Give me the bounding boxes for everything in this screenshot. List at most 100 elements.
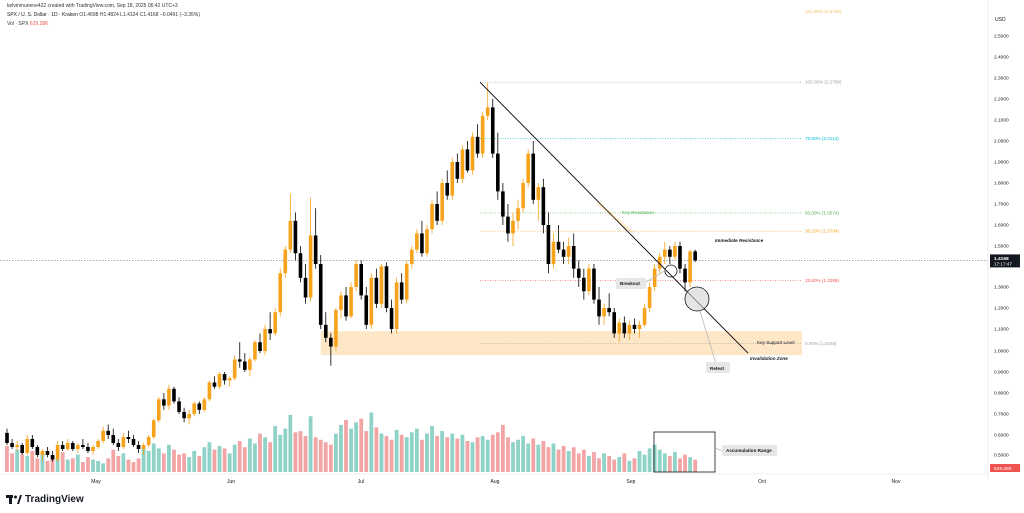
candle-body [592, 268, 596, 300]
price-tick-label: 2.3000 [994, 76, 1009, 82]
volume-bar [602, 453, 606, 472]
candle-body [652, 268, 657, 287]
tradingview-brand[interactable]: TradingView [6, 494, 84, 505]
volume-bar [30, 450, 35, 472]
volume-bar [541, 441, 546, 472]
candle-body [683, 268, 687, 283]
volume-bar [592, 452, 596, 472]
volume-bar [546, 447, 551, 472]
candle-body [576, 268, 581, 278]
volume-bar [526, 443, 531, 472]
volume-bar [435, 436, 439, 472]
volume-bar [566, 450, 571, 472]
candle-body [536, 187, 541, 200]
time-tick-label: Aug [491, 479, 500, 485]
price-tick-label: 1.3000 [994, 285, 1009, 291]
volume-bar [384, 436, 389, 472]
fib-level-label: 23.60% (1.3286) [805, 278, 839, 283]
volume-bar [364, 431, 369, 472]
candle-body [10, 443, 14, 447]
candle-body [561, 249, 566, 257]
price-tick-label: 1.1000 [994, 327, 1009, 333]
accumulation-box [653, 431, 716, 473]
volume-bar [207, 442, 212, 472]
volume-bar [460, 434, 465, 472]
descending-resistance-label: Descending Resistance [596, 201, 635, 235]
tradingview-logo-icon [6, 495, 22, 504]
candle-body [50, 455, 55, 460]
candle-body [551, 241, 556, 264]
candle-body [111, 435, 116, 443]
price-tick-label: 1.2000 [994, 306, 1009, 312]
volume-bar [177, 454, 181, 472]
volume-bar [212, 449, 217, 472]
candle-body [379, 266, 384, 304]
time-tick-label: Oct [758, 479, 766, 485]
candle-body [374, 277, 379, 304]
volume-bar [182, 453, 186, 472]
volume-bar [232, 444, 237, 472]
change-value: −0.0491 (−3.35%) [159, 12, 200, 18]
volume-bar [450, 433, 455, 472]
price-tick-label: 0.6000 [994, 433, 1009, 439]
price-tick-label: 1.9000 [994, 160, 1009, 166]
candle-body [248, 359, 252, 370]
retest-marker [684, 286, 710, 312]
price-tick-label: 2.0000 [994, 139, 1009, 145]
candle-body [622, 322, 627, 334]
candle-body [339, 295, 343, 311]
volume-bar [394, 429, 399, 472]
volume-bar [121, 453, 126, 472]
key-support-zone [320, 331, 802, 356]
candle-body [399, 282, 404, 300]
header-ohlc: SPX / U. S. Dollar · 1D · Kraken O1.4698… [7, 12, 200, 18]
candle-body [470, 136, 475, 171]
volume-bar [192, 450, 197, 472]
open-value: O1.4698 [79, 12, 99, 18]
candle-body [490, 107, 495, 154]
volume-bar [20, 454, 25, 472]
time-axis: May Jun Jul Aug Sep Oct Nov [0, 473, 988, 485]
candle-body [384, 266, 389, 308]
price-tick-label: 1.5000 [994, 244, 1009, 250]
volume-value: 629.28K [29, 21, 49, 27]
candle-body [30, 439, 35, 447]
candle-body [177, 401, 181, 412]
retest-callout [706, 362, 730, 373]
volume-bar [45, 460, 50, 472]
volume-bar [116, 455, 121, 472]
brand-name: TradingView [25, 494, 84, 505]
close-value: C1.4168 [139, 12, 159, 18]
candle-body [146, 437, 151, 445]
volume-bar [480, 436, 485, 472]
volume-bar [500, 424, 505, 472]
time-tick-label: Sep [627, 479, 636, 485]
candle-body [323, 324, 328, 338]
volume-bar [425, 433, 429, 472]
header-volume: Vol · SPX 629.28K [7, 21, 48, 27]
candle-body [303, 277, 308, 298]
volume-bar [404, 437, 409, 472]
volume-bar [273, 426, 278, 472]
volume-bar [293, 432, 298, 472]
candle-body [151, 420, 156, 437]
breakout-marker [664, 264, 678, 278]
volume-bar [389, 439, 394, 472]
volume-badge-value: 629.28K [994, 466, 1013, 472]
last-price-countdown: 17:17:47 [994, 261, 1012, 266]
volume-bar [283, 428, 288, 472]
candle-body [389, 308, 394, 329]
volume-bar [65, 459, 70, 472]
volume-bar [369, 412, 374, 472]
volume-bar [556, 449, 561, 472]
candle-body [369, 277, 374, 325]
candle-body [70, 443, 75, 449]
candle-body [293, 220, 298, 254]
candle-body [162, 399, 166, 406]
breakout-callout [616, 278, 646, 289]
volume-bar [70, 458, 75, 472]
volume-bar [167, 444, 171, 472]
candle-body [394, 282, 399, 329]
volume-bar [91, 459, 95, 472]
